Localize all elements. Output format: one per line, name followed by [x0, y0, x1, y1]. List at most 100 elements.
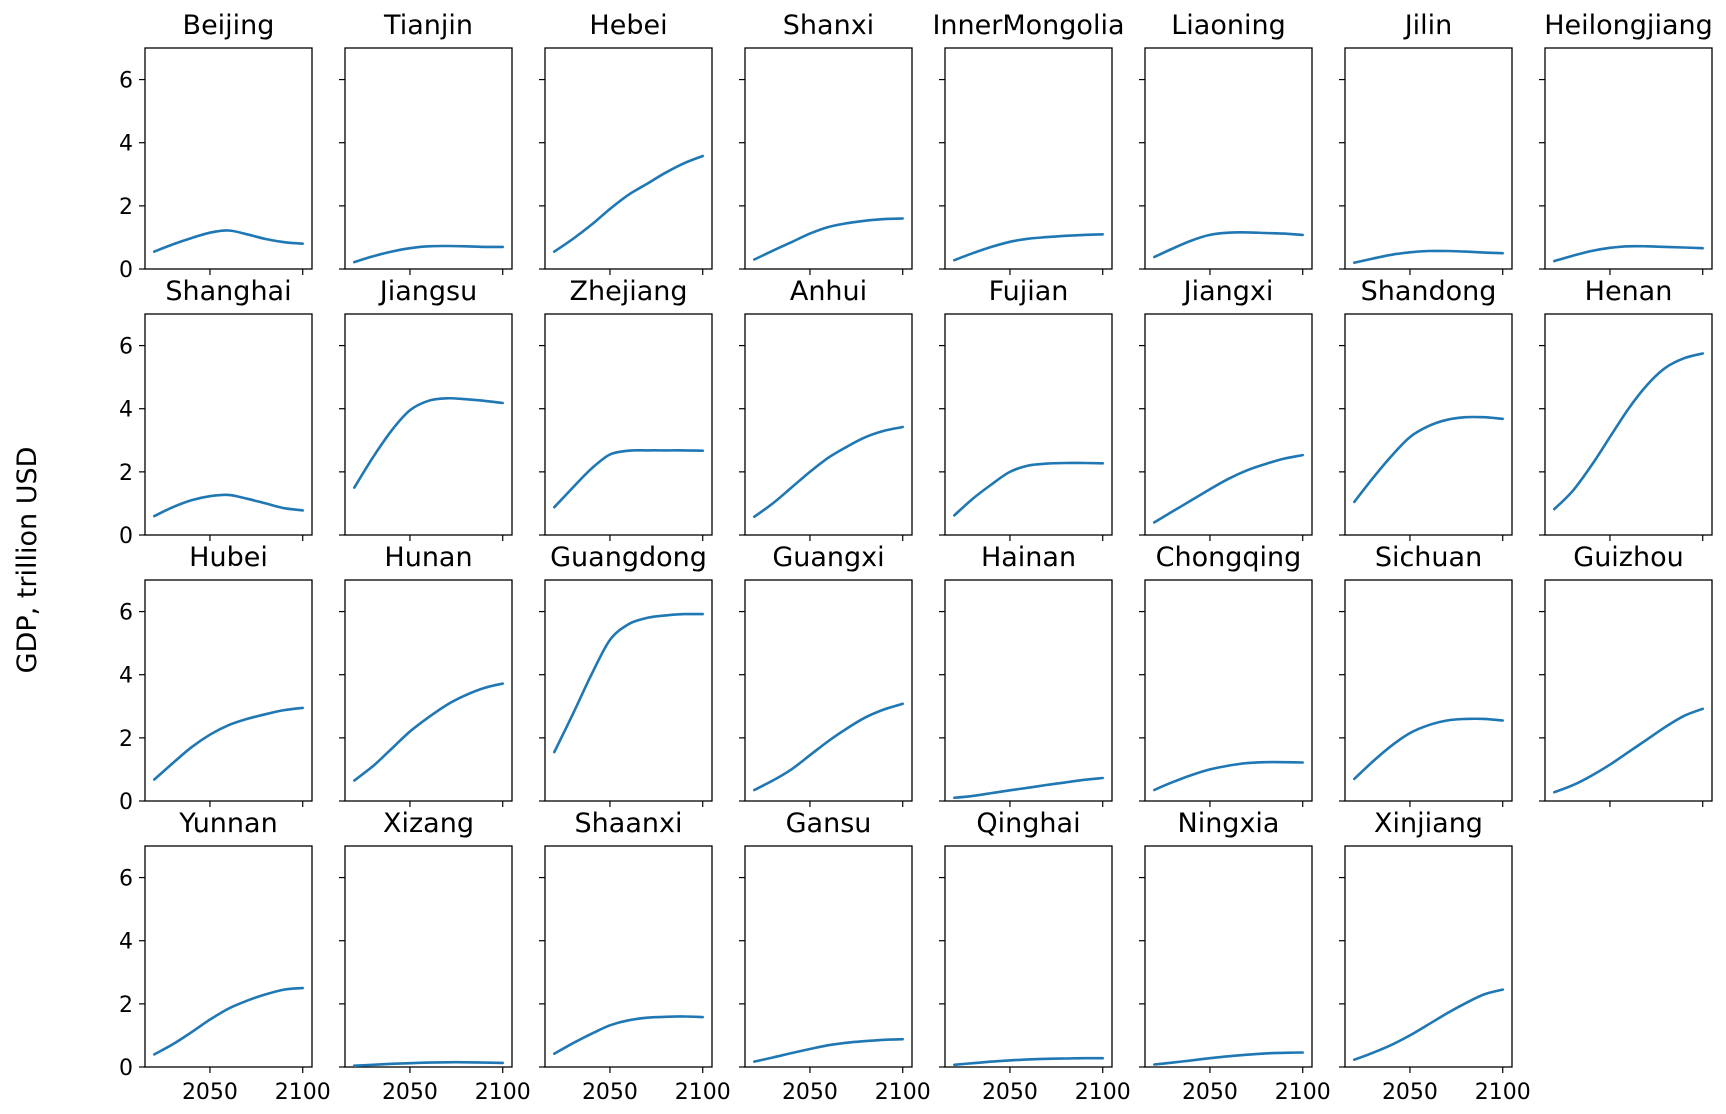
y-tick-label: 4 [119, 664, 133, 689]
panel-title: Jilin [1403, 10, 1453, 41]
panel-frame [1144, 47, 1313, 270]
y-axis-label: GDP, trillion USD [12, 447, 43, 674]
panel-frame [144, 313, 313, 536]
panel-shaanxi: Shaanxi 2050 2100 [539, 808, 731, 1105]
panel-xizang: Xizang 2050 2100 [339, 808, 531, 1105]
series-line-sichuan [1353, 717, 1504, 781]
x-tick-label: 2050 [582, 1080, 638, 1105]
panels-grid: Beijing 0 2 4 6 Tianjin Hebei Shanxi InnerMongol… [119, 10, 1713, 1105]
panel-shandong: Shandong [1339, 276, 1513, 541]
panel-frame [944, 313, 1113, 536]
panel-frame [1144, 579, 1313, 802]
series-line-fujian [953, 461, 1104, 517]
series-line-guizhou [1553, 707, 1704, 794]
panel-frame [1544, 47, 1713, 270]
panel-frame [344, 579, 513, 802]
panel-title: Sichuan [1375, 542, 1482, 573]
panel-title: Henan [1585, 276, 1673, 307]
panel-frame [344, 313, 513, 536]
panel-title: Fujian [989, 276, 1069, 307]
panel-title: Qinghai [976, 808, 1080, 839]
series-line-hunan [353, 682, 504, 782]
panel-frame [544, 845, 713, 1068]
panel-frame [1544, 313, 1713, 536]
panel-xinjiang: Xinjiang 2050 2100 [1339, 808, 1531, 1105]
panel-frame [1344, 47, 1513, 270]
series-line-xizang [353, 1060, 504, 1067]
series-line-yunnan [153, 986, 304, 1056]
series-line-shanxi [753, 217, 904, 261]
x-tick-label: 2100 [675, 1080, 731, 1105]
panel-title: Hubei [189, 542, 268, 573]
panel-frame [944, 845, 1113, 1068]
panel-frame [1544, 579, 1713, 802]
panel-guangxi: Guangxi [739, 542, 913, 807]
panel-title: Guangdong [550, 542, 707, 573]
panel-frame [544, 579, 713, 802]
panel-title: Beijing [183, 10, 275, 41]
x-tick-label: 2100 [875, 1080, 931, 1105]
panel-frame [1344, 579, 1513, 802]
panel-frame [744, 579, 913, 802]
panel-frame [1144, 845, 1313, 1068]
series-line-hebei [553, 154, 704, 253]
panel-anhui: Anhui [739, 276, 913, 541]
x-tick-label: 2100 [275, 1080, 331, 1105]
x-tick-label: 2100 [1275, 1080, 1331, 1105]
series-line-jiangsu [353, 396, 504, 489]
panel-innermongolia: InnerMongolia [932, 10, 1125, 275]
series-line-guangxi [753, 702, 904, 792]
panel-hainan: Hainan [939, 542, 1113, 807]
series-line-tianjin [353, 244, 504, 264]
y-tick-label: 6 [119, 867, 133, 892]
panel-title: Shanghai [165, 276, 291, 307]
series-line-gansu [753, 1037, 904, 1063]
series-line-hubei [153, 706, 304, 781]
x-tick-label: 2050 [782, 1080, 838, 1105]
panel-title: Anhui [790, 276, 867, 307]
panel-frame [144, 845, 313, 1068]
panel-frame [744, 313, 913, 536]
panel-qinghai: Qinghai 2050 2100 [939, 808, 1131, 1105]
y-tick-label: 0 [119, 524, 133, 549]
series-line-shandong [1353, 415, 1504, 504]
series-line-henan [1553, 352, 1704, 511]
panel-title: Hunan [384, 542, 472, 573]
panel-hubei: Hubei 0 2 4 6 [119, 542, 313, 815]
panel-heilongjiang: Heilongjiang [1539, 10, 1713, 275]
panel-title: Chongqing [1156, 542, 1302, 573]
panel-shanghai: Shanghai 0 2 4 6 [119, 276, 313, 549]
panel-title: Shaanxi [575, 808, 683, 839]
series-line-jiangxi [1153, 453, 1304, 524]
panel-chongqing: Chongqing [1139, 542, 1313, 807]
panel-hunan: Hunan [339, 542, 513, 807]
panel-yunnan: Yunnan 0 2 4 6 2050 2100 [119, 808, 331, 1105]
y-tick-label: 4 [119, 930, 133, 955]
panel-title: Jiangsu [378, 276, 477, 307]
panel-title: Tianjin [383, 10, 473, 41]
series-line-heilongjiang [1553, 244, 1704, 263]
panel-frame [944, 579, 1113, 802]
panel-title: Guangxi [772, 542, 884, 573]
panel-title: Guizhou [1573, 542, 1683, 573]
series-line-liaoning [1153, 231, 1304, 259]
y-tick-label: 2 [119, 195, 133, 220]
y-tick-label: 6 [119, 335, 133, 360]
y-tick-label: 4 [119, 132, 133, 157]
panel-tianjin: Tianjin [339, 10, 513, 275]
panel-zhejiang: Zhejiang [539, 276, 713, 541]
panel-liaoning: Liaoning [1139, 10, 1313, 275]
panel-title: Shandong [1361, 276, 1497, 307]
series-line-guangdong [553, 612, 704, 754]
x-tick-label: 2100 [1075, 1080, 1131, 1105]
panel-title: Gansu [786, 808, 872, 839]
x-tick-label: 2100 [1475, 1080, 1531, 1105]
y-tick-label: 2 [119, 727, 133, 752]
panel-frame [1144, 313, 1313, 536]
y-tick-label: 0 [119, 790, 133, 815]
panel-title: Hainan [981, 542, 1076, 573]
x-tick-label: 2050 [182, 1080, 238, 1105]
series-line-beijing [153, 229, 304, 253]
x-tick-label: 2050 [382, 1080, 438, 1105]
panel-jiangsu: Jiangsu [339, 276, 513, 541]
